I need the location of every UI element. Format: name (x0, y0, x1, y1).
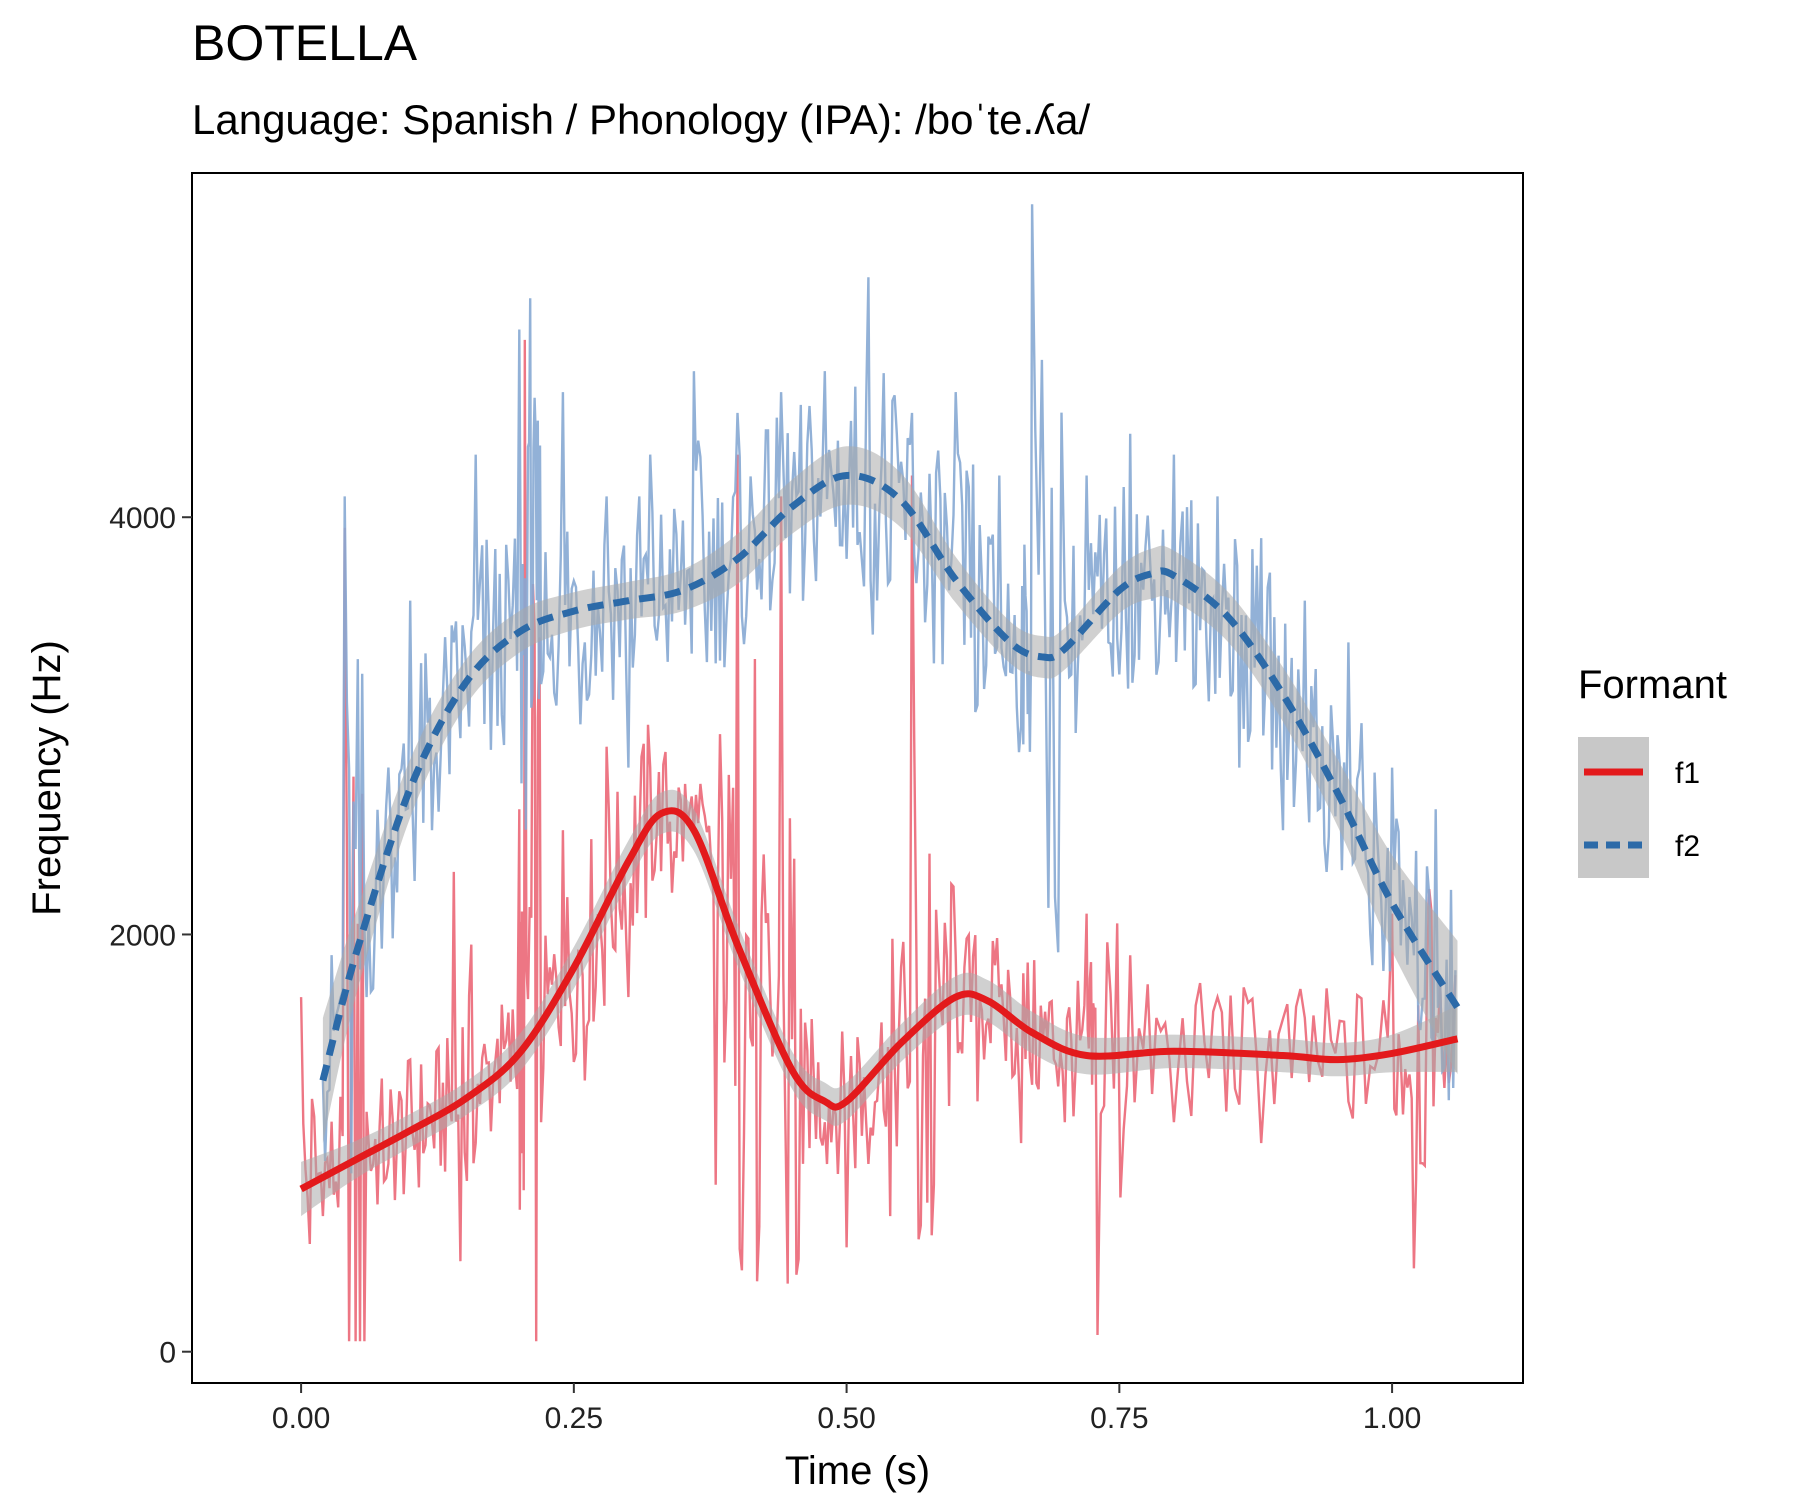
x-tick-label: 0.75 (1090, 1402, 1148, 1435)
x-tick-label: 0.50 (817, 1402, 875, 1435)
x-tick-label: 1.00 (1363, 1402, 1421, 1435)
f2-confidence-ribbon (322, 446, 1458, 1144)
smooth-layer (299, 471, 1461, 1193)
chart-title: BOTELLA (192, 15, 418, 71)
y-axis-title: Frequency (Hz) (25, 640, 69, 916)
x-axis-title: Time (s) (785, 1449, 930, 1493)
x-tick-label: 0.00 (272, 1402, 330, 1435)
x-tick-label: 0.25 (545, 1402, 603, 1435)
ribbon-layer (301, 446, 1458, 1217)
f2-raw-layer (321, 204, 1457, 1174)
chart-subtitle: Language: Spanish / Phonology (IPA): /bo… (192, 96, 1091, 143)
y-tick-label: 4000 (109, 502, 176, 535)
f1-smooth-line (299, 807, 1459, 1193)
y-tick-label: 0 (159, 1337, 176, 1370)
f2-raw-track (321, 204, 1457, 1174)
legend-label-f1: f1 (1675, 757, 1700, 790)
y-tick-label: 2000 (109, 919, 176, 952)
legend: Formant f1 f2 (1578, 663, 1727, 878)
legend-label-f2: f2 (1675, 830, 1700, 863)
legend-title: Formant (1578, 663, 1727, 707)
plot-panel-border (191, 172, 1524, 1384)
f2-smooth-line (319, 471, 1461, 1082)
axes-layer: 0.00 0.25 0.50 0.75 1.00 0 2000 4000 (109, 502, 1421, 1435)
legend-key-background (1578, 737, 1649, 878)
